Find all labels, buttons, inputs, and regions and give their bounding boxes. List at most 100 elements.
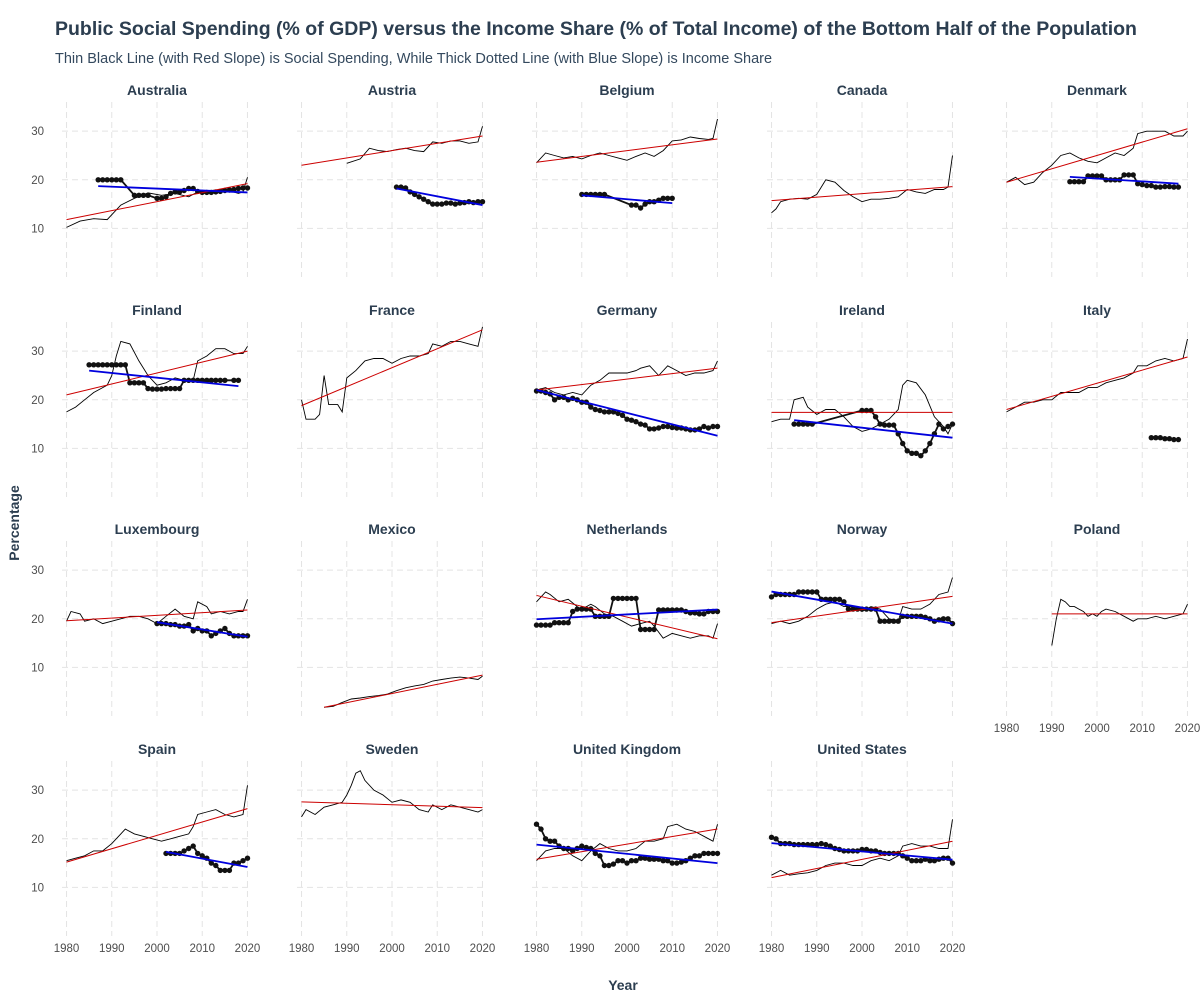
income-point	[240, 858, 246, 864]
income-point	[768, 834, 775, 840]
spending-trend-line	[1006, 128, 1188, 183]
income-point	[669, 424, 675, 431]
income-point	[186, 621, 192, 628]
x-tick-label: 2020	[235, 943, 261, 955]
income-point	[113, 362, 120, 368]
income-point	[104, 362, 110, 368]
income-point	[660, 423, 666, 430]
spending-trend-line	[66, 808, 248, 863]
y-tick-label: 20	[31, 834, 44, 846]
income-point	[1148, 182, 1155, 189]
income-point	[551, 620, 558, 626]
income-point	[1067, 179, 1073, 185]
income-point	[235, 185, 242, 192]
x-tick-label: 1990	[569, 943, 595, 955]
income-point	[637, 626, 644, 633]
income-point	[886, 618, 892, 624]
income-point	[809, 589, 815, 595]
income-point	[918, 453, 924, 459]
income-point	[696, 853, 703, 859]
income-point	[773, 836, 779, 842]
income-point	[705, 425, 712, 431]
x-tick-label: 2010	[659, 943, 685, 955]
income-point	[1162, 436, 1168, 442]
income-point	[538, 622, 544, 628]
income-point	[610, 595, 617, 602]
income-point	[660, 607, 666, 613]
income-point	[176, 189, 183, 195]
income-point	[877, 421, 883, 427]
x-tick-label: 1980	[54, 943, 80, 955]
income-point	[642, 626, 648, 633]
income-trend-line	[581, 194, 673, 205]
x-tick-label: 1990	[99, 943, 125, 955]
x-tick-label: 2000	[614, 943, 640, 955]
income-point	[646, 856, 653, 862]
income-point	[136, 192, 142, 198]
income-point	[674, 860, 680, 866]
income-point	[421, 196, 427, 202]
income-point	[208, 860, 214, 866]
income-point	[701, 850, 707, 857]
income-point	[601, 409, 608, 415]
income-point	[556, 620, 562, 626]
income-point	[642, 422, 648, 428]
panel-title: United Kingdom	[573, 741, 681, 757]
income-point	[542, 622, 549, 628]
income-point	[651, 856, 657, 862]
income-point	[240, 185, 246, 191]
income-point	[231, 377, 237, 383]
income-point	[601, 862, 608, 869]
income-point	[823, 841, 829, 848]
income-point	[1080, 179, 1087, 185]
income-point	[949, 860, 956, 866]
income-point	[836, 596, 843, 602]
panel-title: Italy	[1083, 302, 1111, 318]
income-trend-line	[794, 419, 953, 439]
income-point	[714, 423, 721, 430]
y-axis-title: Percentage	[6, 485, 22, 561]
income-point	[814, 841, 820, 848]
income-trend-line	[1069, 175, 1179, 185]
income-trend-line	[165, 851, 248, 868]
spending-trend-line	[536, 138, 718, 163]
income-point	[665, 423, 671, 430]
panel-title: Spain	[138, 741, 176, 757]
panel-title: Mexico	[368, 521, 415, 537]
panel-belgium: Belgium	[532, 82, 722, 277]
spending-trend-line	[536, 828, 718, 860]
income-point	[208, 377, 214, 383]
panel-luxembourg: Luxembourg 10 20 30	[31, 521, 252, 716]
income-point	[891, 618, 897, 624]
income-point	[167, 385, 174, 392]
income-point	[651, 426, 657, 432]
income-point	[1135, 181, 1141, 187]
income-point	[633, 595, 639, 602]
income-point	[154, 195, 160, 201]
y-tick-label: 20	[31, 175, 44, 187]
income-point	[1171, 184, 1177, 190]
income-trend-line	[396, 187, 483, 206]
panel-title: France	[369, 302, 415, 318]
income-point	[597, 407, 603, 414]
spending-line	[301, 770, 483, 818]
income-point	[633, 858, 639, 864]
y-tick-label: 10	[31, 443, 44, 455]
income-point	[696, 611, 703, 617]
income-point	[195, 850, 201, 857]
panel-title: Australia	[127, 82, 187, 98]
panel-denmark: Denmark	[1002, 82, 1192, 277]
income-point	[244, 185, 251, 191]
income-point	[136, 380, 142, 386]
income-point	[949, 421, 956, 427]
income-point	[665, 195, 671, 201]
spending-line	[536, 823, 718, 862]
income-point	[172, 189, 178, 195]
x-tick-label: 2010	[1129, 723, 1155, 735]
income-point	[100, 177, 106, 183]
spending-trend-line	[771, 595, 953, 624]
spending-trend-line	[771, 840, 953, 879]
x-tick-label: 2020	[1175, 723, 1200, 735]
panel-finland: Finland 10 20 30	[31, 302, 252, 497]
x-tick-label: 1980	[994, 723, 1020, 735]
